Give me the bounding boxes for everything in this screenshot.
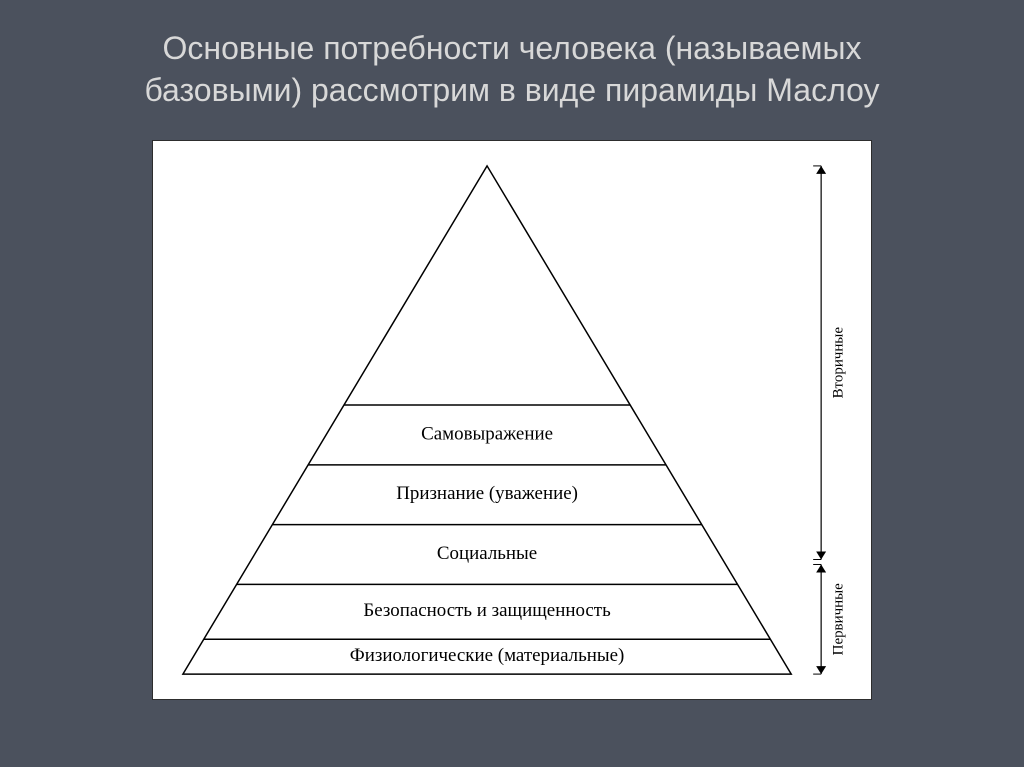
- title-line-1: Основные потребности человека (называемы…: [163, 30, 862, 66]
- title-line-2: базовыми) рассмотрим в виде пирамиды Мас…: [144, 72, 879, 108]
- arrowhead-icon: [816, 564, 826, 572]
- bracket-label: Первичные: [831, 583, 847, 655]
- pyramid-diagram: Самовыражение Признание (уважение) Социаль…: [152, 140, 872, 700]
- arrowhead-icon: [816, 552, 826, 560]
- pyramid-level-label: Признание (уважение): [396, 483, 578, 504]
- pyramid-level-label: Физиологические (материальные): [350, 645, 625, 666]
- pyramid-level-label: Социальные: [437, 543, 537, 564]
- arrowhead-icon: [816, 166, 826, 174]
- pyramid-outline: [183, 166, 791, 674]
- bracket-label: Вторичные: [831, 327, 847, 399]
- pyramid-level-label: Самовыражение: [421, 423, 553, 444]
- pyramid-level-label: Безопасность и защищенность: [363, 600, 611, 621]
- slide-title: Основные потребности человека (называемы…: [0, 28, 1024, 111]
- slide: Основные потребности человека (называемы…: [0, 0, 1024, 767]
- arrowhead-icon: [816, 666, 826, 674]
- pyramid-svg: Самовыражение Признание (уважение) Социаль…: [153, 141, 871, 699]
